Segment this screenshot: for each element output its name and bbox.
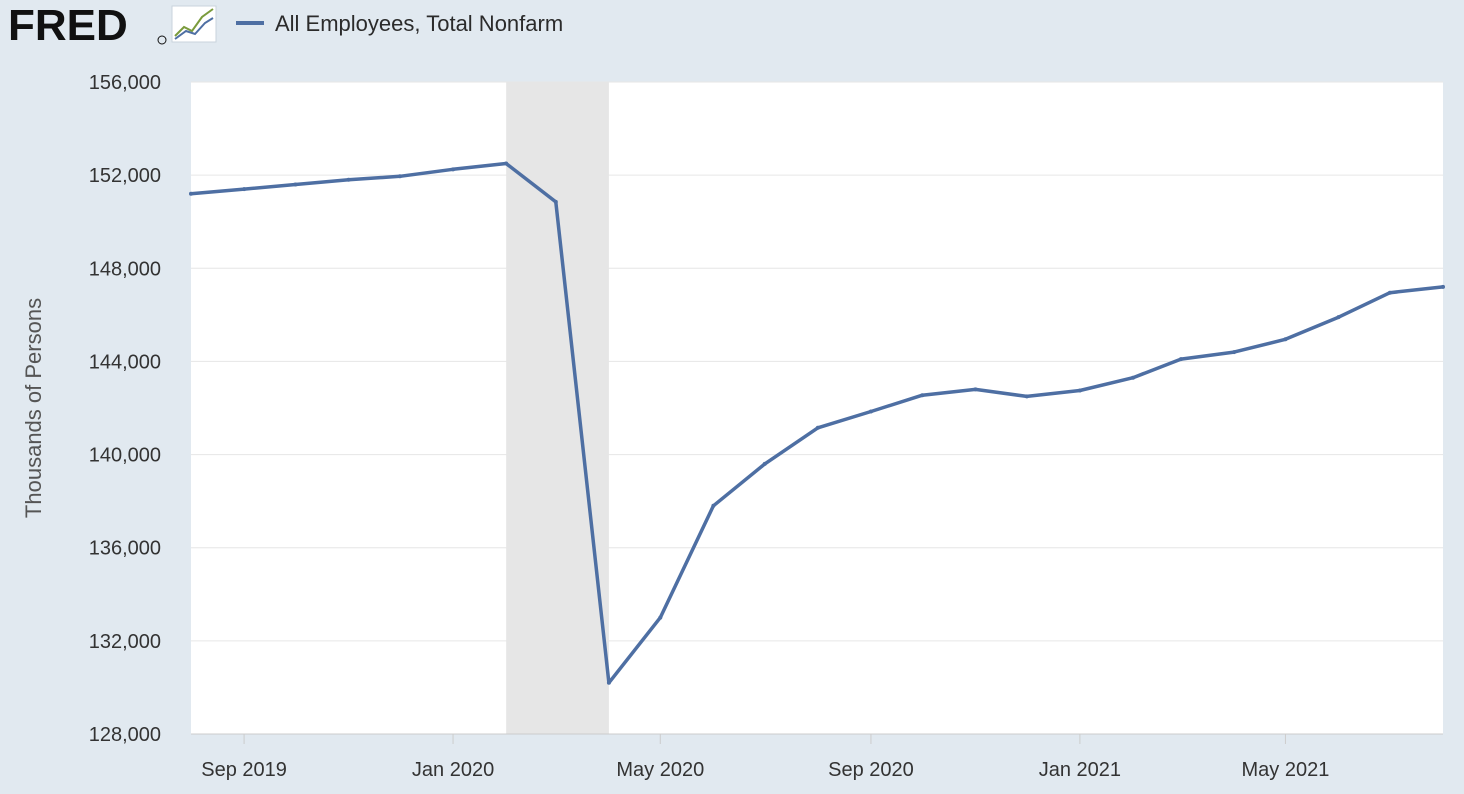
y-tick-label: 128,000 [89,724,161,746]
data-point[interactable] [1178,357,1183,362]
legend-label: All Employees, Total Nonfarm [275,11,563,36]
y-tick-label: 140,000 [89,445,161,467]
data-point[interactable] [1024,394,1029,399]
series-group [189,161,1445,685]
data-point[interactable] [762,461,767,466]
data-point[interactable] [1077,388,1082,393]
y-tick-label: 148,000 [89,258,161,280]
x-tick-label: May 2020 [616,759,704,781]
x-tick-label: Jan 2021 [1039,759,1121,781]
data-point[interactable] [606,680,611,685]
data-point[interactable] [397,174,402,179]
data-point[interactable] [451,167,456,172]
data-point[interactable] [293,182,298,187]
line-graph-icon [171,5,217,43]
recession-shading [506,82,609,734]
data-point[interactable] [1336,315,1341,320]
data-point[interactable] [1232,350,1237,355]
plot-area [191,82,1443,734]
y-axis: 128,000 132,000 136,000 140,000 144,000 148,0… [89,72,161,746]
data-point[interactable] [1130,375,1135,380]
registered-mark [157,35,167,45]
x-tick-label: May 2021 [1242,759,1330,781]
y-axis-title: Thousands of Persons [21,298,46,518]
fred-logo[interactable]: FRED [8,1,217,50]
data-point[interactable] [553,199,558,204]
y-tick-label: 132,000 [89,631,161,653]
x-tick-label: Jan 2020 [412,759,494,781]
data-point[interactable] [658,615,663,620]
data-point[interactable] [346,177,351,182]
data-point[interactable] [920,393,925,398]
x-tick-label: Sep 2019 [201,759,287,781]
legend[interactable]: All Employees, Total Nonfarm [236,11,563,36]
y-tick-label: 144,000 [89,351,161,373]
data-point[interactable] [1283,337,1288,342]
x-axis: Sep 2019 Jan 2020 May 2020 Sep 2020 Jan 2021… [191,733,1443,781]
data-point[interactable] [868,409,873,414]
y-tick-label: 156,000 [89,72,161,94]
data-point[interactable] [815,425,820,430]
y-tick-label: 136,000 [89,538,161,560]
gridlines [191,81,1443,642]
data-point[interactable] [1387,290,1392,295]
data-point[interactable] [189,191,193,196]
y-tick-label: 152,000 [89,165,161,187]
recession-shading-group [506,82,609,734]
logo-text: FRED [8,1,128,50]
data-point[interactable] [973,387,978,392]
data-point[interactable] [242,187,247,192]
x-tick-label: Sep 2020 [828,759,914,781]
data-point[interactable] [1441,284,1445,289]
data-point[interactable] [711,503,716,508]
data-point[interactable] [504,161,509,166]
